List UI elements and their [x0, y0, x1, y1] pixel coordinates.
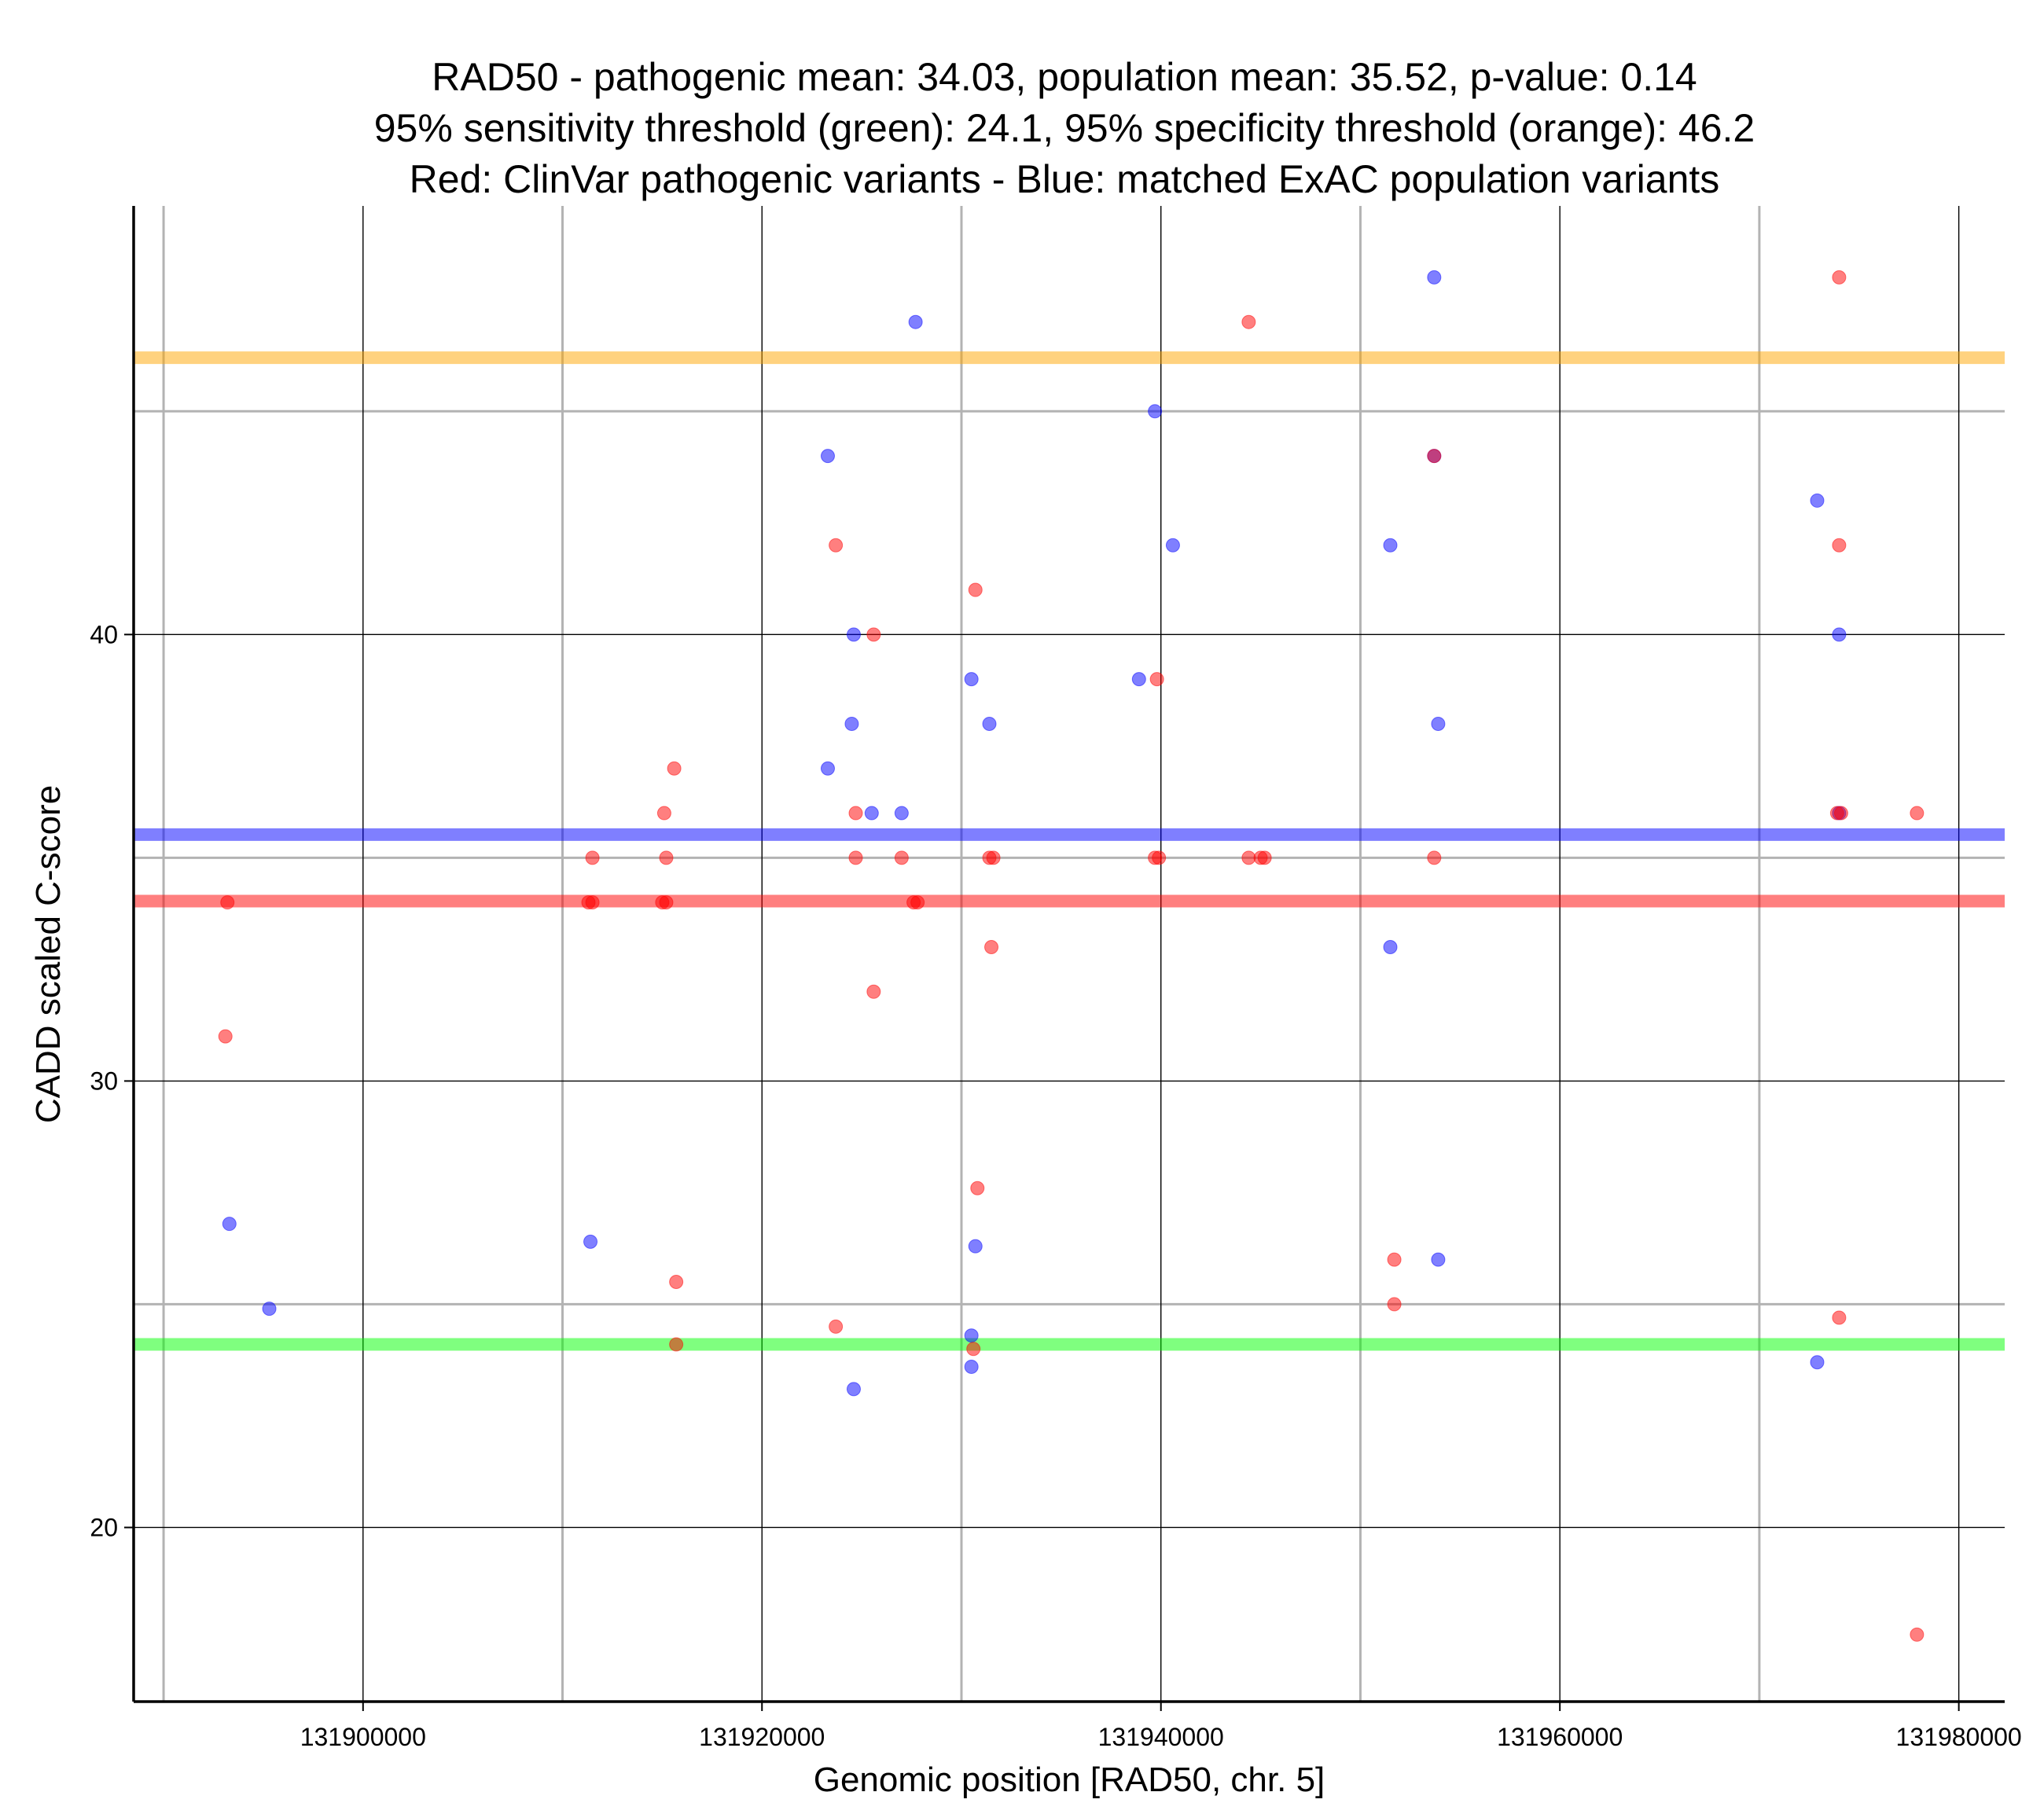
population-variant-point [1832, 627, 1847, 642]
y-tick-label: 30 [90, 1067, 118, 1095]
population-variant-point [846, 1382, 861, 1397]
pathogenic-variant-point [894, 850, 909, 865]
threshold-lines [134, 351, 2005, 1351]
pathogenic-variant-point [1257, 850, 1272, 865]
title-line-3: Red: ClinVar pathogenic variants - Blue:… [410, 157, 1720, 201]
title-line-2: 95% sensitivity threshold (green): 24.1,… [374, 106, 1755, 150]
data-points [218, 270, 1925, 1642]
population-variant-point [1131, 672, 1146, 687]
population-variant-point [262, 1302, 277, 1316]
pathogenic-variant-point [218, 1029, 233, 1044]
pathogenic-variant-point [866, 984, 881, 999]
pathogenic-variant-point [848, 806, 863, 821]
population-variant-point [964, 672, 979, 687]
population-variant-point [864, 806, 879, 821]
x-tick-label: 131940000 [1098, 1723, 1224, 1751]
title-line-1: RAD50 - pathogenic mean: 34.03, populati… [432, 55, 1697, 99]
pathogenic-variant-point [1387, 1252, 1402, 1267]
major-gridlines [134, 206, 2005, 1702]
pathogenic-variant-point [656, 806, 671, 821]
pathogenic-variant-point [866, 627, 881, 642]
pathogenic-variant-point [984, 939, 999, 954]
pathogenic-variant-point [669, 1275, 684, 1290]
pathogenic-variant-point [669, 1337, 684, 1352]
y-axis-ticks: 20 30 40 [90, 620, 134, 1541]
x-tick-label: 131980000 [1896, 1723, 2022, 1751]
pathogenic-variant-point [1832, 538, 1847, 553]
x-tick-label: 131960000 [1497, 1723, 1623, 1751]
pathogenic-variant-point [1832, 270, 1847, 285]
population-variant-point [846, 627, 861, 642]
pathogenic-variant-point [1241, 850, 1256, 865]
pathogenic-variant-point [1241, 314, 1256, 329]
population-variant-point [894, 806, 909, 821]
pathogenic-variant-point [220, 895, 235, 910]
pathogenic-variant-point [986, 850, 1001, 865]
population-variant-point [1148, 404, 1163, 419]
population-variant-point [1810, 493, 1825, 508]
pathogenic-variant-point [829, 1319, 844, 1334]
population-variant-point [964, 1328, 979, 1343]
pathogenic-variant-point [659, 850, 674, 865]
y-tick-label: 20 [90, 1513, 118, 1541]
x-axis-title: Genomic position [RAD50, chr. 5] [814, 1761, 1325, 1799]
pathogenic-variant-point [1427, 449, 1442, 464]
population-variant-point [844, 716, 859, 731]
pathogenic-variant-point [1832, 1310, 1847, 1325]
pathogenic-variant-point [970, 1181, 985, 1195]
pathogenic-variant-point [1833, 806, 1848, 821]
pathogenic-variant-point [667, 761, 682, 776]
pathogenic-variant-point [966, 1342, 981, 1357]
population-variant-point [1383, 939, 1398, 954]
pathogenic-variant-point [968, 582, 983, 597]
population-variant-point [1383, 538, 1398, 553]
pathogenic-variant-point [829, 538, 844, 553]
population-variant-point [982, 716, 997, 731]
pathogenic-variant-point [1152, 850, 1167, 865]
population-variant-point [1431, 1252, 1446, 1267]
minor-gridlines [134, 206, 2005, 1702]
x-axis-ticks: 131900000 131920000 131940000 131960000 1319… [300, 1702, 2022, 1751]
population-variant-point [1431, 716, 1446, 731]
population-variant-point [1810, 1355, 1825, 1370]
population-variant-point [908, 314, 923, 329]
population-variant-point [820, 449, 835, 464]
pathogenic-variant-point [585, 895, 600, 910]
pathogenic-variant-point [1910, 806, 1925, 821]
population-variant-point [222, 1217, 237, 1232]
axes [132, 206, 2005, 1703]
x-tick-label: 131900000 [300, 1723, 426, 1751]
population-variant-point [964, 1359, 979, 1374]
population-variant-point [1165, 538, 1180, 553]
pathogenic-variant-point [585, 850, 600, 865]
y-axis-title: CADD scaled C-score [29, 785, 68, 1123]
population-variant-point [968, 1239, 983, 1254]
pathogenic-variant-point [848, 850, 863, 865]
population-variant-point [583, 1234, 598, 1249]
y-tick-label: 40 [90, 620, 118, 648]
pathogenic-variant-point [1427, 850, 1442, 865]
x-tick-label: 131920000 [699, 1723, 825, 1751]
pathogenic-variant-point [1387, 1297, 1402, 1312]
pathogenic-variant-point [910, 895, 925, 910]
chart-title: RAD50 - pathogenic mean: 34.03, populati… [374, 55, 1755, 201]
pathogenic-variant-point [659, 895, 674, 910]
pathogenic-variant-point [1149, 672, 1164, 687]
pathogenic-variant-point [1910, 1627, 1925, 1642]
population-variant-point [820, 761, 835, 776]
population-variant-point [1427, 270, 1442, 285]
